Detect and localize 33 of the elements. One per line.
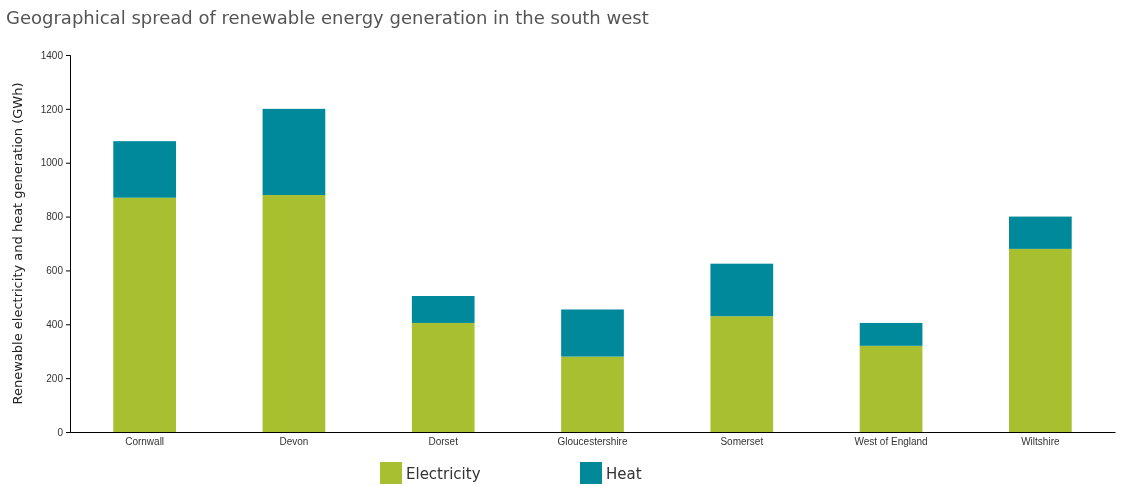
bar xyxy=(710,316,774,432)
x-tick-label: Gloucestershire xyxy=(557,436,628,448)
bar xyxy=(561,356,624,432)
y-tick-label: 400 xyxy=(46,318,64,330)
bar xyxy=(1009,216,1072,249)
bar xyxy=(113,141,176,198)
x-tick-label: Devon xyxy=(279,436,309,448)
y-tick-label: 1200 xyxy=(40,103,64,115)
y-tick-label: 800 xyxy=(46,211,64,223)
bar xyxy=(411,296,475,323)
chart-title: Geographical spread of renewable energy generation in the south west xyxy=(6,7,649,28)
y-tick-label: 200 xyxy=(46,372,64,384)
x-tick-label: Wiltshire xyxy=(1021,436,1060,448)
y-axis-title: Renewable electricity and heat generation (GWh) xyxy=(10,82,25,405)
y-tick-label: 1000 xyxy=(40,157,64,169)
x-tick-label: West of England xyxy=(854,436,928,448)
y-tick-label: 600 xyxy=(46,265,64,277)
bar xyxy=(262,108,326,196)
legend-label: Heat xyxy=(606,465,642,483)
y-tick-label: 0 xyxy=(57,426,64,438)
x-tick-label: Dorset xyxy=(428,436,459,448)
bar xyxy=(1009,248,1072,432)
bar xyxy=(859,345,923,432)
bar xyxy=(262,195,326,432)
x-tick-label: Cornwall xyxy=(125,436,165,448)
bar xyxy=(561,309,624,357)
x-tick-label: Somerset xyxy=(720,436,764,448)
bar xyxy=(859,322,923,346)
y-tick-label: 1400 xyxy=(40,49,64,61)
bar xyxy=(113,197,176,432)
bar xyxy=(411,322,475,432)
legend-label: Electricity xyxy=(406,465,481,483)
bar xyxy=(710,263,774,317)
